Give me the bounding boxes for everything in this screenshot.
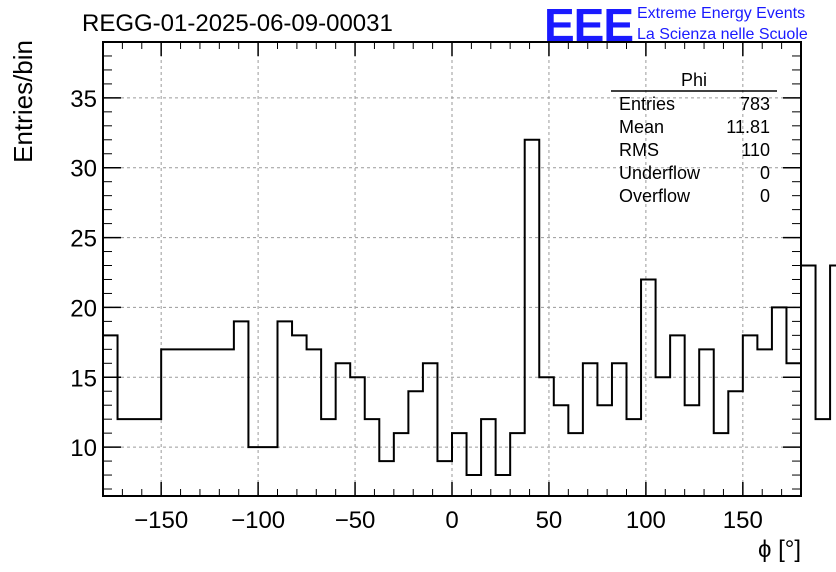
x-tick-label: 150: [723, 507, 763, 534]
y-tick-label: 20: [70, 295, 97, 322]
histogram-bin: [176, 349, 191, 496]
histogram-bin: [103, 335, 118, 496]
histogram-bin: [248, 447, 263, 496]
x-tick-label: −50: [335, 507, 376, 534]
histogram-bin: [292, 335, 307, 496]
histogram-bin: [365, 419, 380, 496]
tick-label-layer: −150 −100 −50 0 50 100 150 10 15 20 25 30 35: [70, 86, 763, 534]
histogram-bin: [816, 419, 831, 496]
histogram-bin: [568, 433, 583, 496]
grid-layer: [103, 42, 801, 496]
stats-label: Mean: [619, 117, 664, 137]
y-tick-label: 15: [70, 365, 97, 392]
histogram-bin: [627, 419, 642, 496]
stats-value: 110: [741, 140, 770, 160]
histogram-bin: [336, 363, 351, 496]
histogram-bin: [423, 363, 438, 496]
y-tick-label: 30: [70, 156, 97, 183]
chart-title: REGG-01-2025-06-09-00031: [82, 10, 393, 37]
histogram-bin: [699, 349, 714, 496]
histogram-bin: [350, 377, 365, 496]
histogram-bin: [437, 461, 452, 496]
histogram-bin: [190, 349, 205, 496]
histogram-bin: [670, 335, 685, 496]
histogram-bin: [496, 475, 511, 496]
x-tick-label: −100: [231, 507, 285, 534]
histogram-bin: [641, 279, 656, 496]
histogram-bin: [219, 349, 234, 496]
y-tick-label: 25: [70, 226, 97, 253]
histogram-bin: [161, 349, 176, 496]
histogram-bin: [481, 419, 496, 496]
y-axis-label: Entries/bin: [8, 40, 38, 163]
x-tick-label: 100: [626, 507, 666, 534]
histogram-bin: [656, 377, 671, 496]
stats-value: 11.81: [726, 117, 770, 137]
histogram-bin: [118, 419, 133, 496]
histogram-bin: [714, 433, 729, 496]
histogram-bin: [452, 433, 467, 496]
histogram-bin: [205, 349, 220, 496]
histogram-bin: [278, 321, 293, 496]
x-axis-label: ϕ [°]: [758, 536, 801, 563]
logo-line-2: La Scienza nelle Scuole: [637, 26, 808, 43]
stats-label: Entries: [619, 94, 675, 114]
stats-box: Phi Entries 783 Mean 11.81 RMS 110 Underflow 0 Ov…: [611, 70, 777, 206]
x-tick-label: 50: [536, 507, 563, 534]
histogram-bin: [539, 377, 554, 496]
histogram-bin: [757, 349, 772, 496]
tick-layer: [102, 42, 802, 496]
histogram-bin: [554, 405, 569, 496]
histogram-bin: [583, 363, 598, 496]
histogram-bin: [263, 447, 278, 496]
histogram-bin: [408, 391, 423, 496]
histogram-bin: [379, 461, 394, 496]
histogram-outline: [103, 138, 836, 477]
histogram-bin: [728, 391, 743, 496]
histogram-bin: [510, 433, 525, 496]
stats-value: 783: [740, 94, 770, 114]
y-tick-label: 35: [70, 86, 97, 113]
eee-logo: EEE Extreme Energy Events La Scienza nel…: [540, 0, 830, 51]
logo-line-1: Extreme Energy Events: [637, 5, 806, 22]
histogram-bin: [321, 419, 336, 496]
y-tick-label: 10: [70, 435, 97, 462]
plot-frame: [102, 41, 802, 497]
stats-value: 0: [760, 186, 770, 206]
histogram-bin: [234, 321, 249, 496]
histogram-bin: [525, 140, 540, 496]
histogram-bin: [394, 433, 409, 496]
histogram-bin: [772, 307, 787, 496]
histogram-bin: [597, 405, 612, 496]
histogram-bin: [786, 363, 801, 496]
histogram-bin: [467, 475, 482, 496]
stats-label: Overflow: [619, 186, 691, 206]
stats-label: Underflow: [619, 163, 701, 183]
stats-label: RMS: [619, 140, 659, 160]
stats-title: Phi: [681, 70, 707, 90]
histogram-bin: [801, 266, 816, 496]
histogram-bin: [307, 349, 322, 496]
histogram-bin: [830, 266, 836, 496]
histogram-bin: [685, 405, 700, 496]
stats-value: 0: [760, 163, 770, 183]
x-tick-label: 0: [445, 507, 458, 534]
x-tick-label: −150: [134, 507, 188, 534]
histogram-bin: [147, 419, 162, 496]
histogram-bin: [612, 363, 627, 496]
histogram-bin: [743, 335, 758, 496]
histogram-bin: [132, 419, 147, 496]
